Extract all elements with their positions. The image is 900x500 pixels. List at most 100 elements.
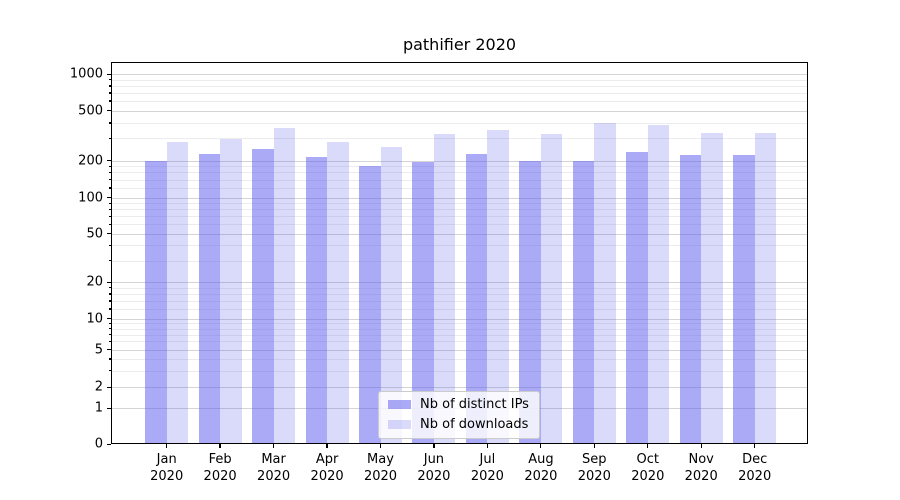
x-axis-tick	[433, 444, 435, 448]
bar-distinct-ips	[359, 166, 381, 444]
x-axis-tick-label: Aug 2020	[524, 452, 558, 484]
y-axis-minor-tick	[108, 79, 111, 81]
gridline-minor	[111, 179, 808, 181]
gridline-minor	[111, 92, 808, 94]
y-axis-tick	[107, 281, 111, 283]
y-axis-minor-tick	[108, 370, 111, 372]
y-axis-tick	[107, 73, 111, 75]
bar-downloads	[220, 139, 242, 444]
x-axis-tick-label: Sep 2020	[577, 452, 611, 484]
gridline-minor	[111, 334, 808, 336]
x-axis-tick-label: Jul 2020	[470, 452, 504, 484]
y-axis-minor-tick	[108, 223, 111, 225]
bar-downloads	[166, 142, 189, 444]
y-axis-tick-label: 200	[78, 153, 103, 168]
y-axis-minor-tick	[108, 100, 111, 102]
gridline-minor	[111, 166, 808, 168]
x-axis-tick-label: Nov 2020	[684, 452, 718, 484]
y-axis-tick-label: 50	[86, 226, 103, 241]
legend-item-downloads: Nb of downloads	[388, 417, 529, 432]
bar-distinct-ips	[305, 156, 328, 444]
y-axis-tick-label: 100	[78, 190, 103, 205]
gridline-major	[111, 74, 808, 75]
x-axis-tick	[326, 444, 328, 448]
y-axis-minor-tick	[108, 244, 111, 247]
y-axis-tick	[107, 160, 111, 162]
gridline-minor	[111, 100, 808, 102]
bar-distinct-ips	[733, 155, 755, 444]
y-axis-minor-tick	[108, 334, 111, 336]
gridline-minor	[111, 358, 808, 360]
gridline-minor	[111, 323, 808, 325]
bar-distinct-ips	[145, 160, 167, 444]
gridline-minor	[111, 287, 808, 289]
gridline-minor	[111, 138, 808, 140]
gridline-minor	[111, 260, 808, 262]
gridline-minor	[111, 203, 808, 204]
bar-downloads	[647, 124, 670, 444]
y-axis-tick	[107, 386, 111, 389]
bar-distinct-ips	[679, 155, 702, 444]
gridline-major	[111, 387, 808, 389]
bar-downloads	[327, 142, 349, 444]
y-axis-minor-tick	[108, 122, 111, 124]
y-axis-minor-tick	[108, 322, 111, 325]
y-axis-minor-tick	[108, 208, 111, 210]
bar-downloads	[433, 134, 456, 444]
x-axis-tick	[647, 444, 649, 448]
gridline-minor	[111, 308, 808, 310]
bar-distinct-ips	[198, 154, 221, 444]
y-axis-minor-tick	[108, 215, 111, 217]
x-axis-tick-label: Jan 2020	[150, 452, 184, 484]
y-axis-minor-tick	[108, 85, 111, 87]
y-axis-tick-label: 5	[94, 342, 103, 357]
plot-area	[111, 62, 808, 444]
x-axis-tick	[219, 444, 221, 448]
bar-downloads	[487, 130, 509, 444]
x-axis-tick	[700, 444, 702, 448]
y-axis-tick-label: 0	[94, 436, 103, 452]
bar-downloads	[594, 123, 616, 444]
gridline-minor	[111, 341, 808, 343]
y-axis-minor-tick	[108, 308, 111, 310]
legend-swatch-distinct-ips	[388, 400, 411, 409]
bar-distinct-ips	[412, 161, 434, 444]
x-axis-tick-label: Feb 2020	[203, 452, 237, 484]
y-axis-tick-label: 20	[86, 274, 103, 290]
x-axis-tick-label: Jun 2020	[417, 452, 451, 484]
y-axis-minor-tick	[108, 300, 111, 302]
legend: Nb of distinct IPs Nb of downloads	[378, 391, 540, 439]
y-axis-minor-tick	[108, 328, 111, 330]
y-axis-minor-tick	[108, 137, 111, 140]
gridline-minor	[111, 172, 808, 174]
y-axis-tick	[107, 443, 111, 445]
gridline-major	[111, 282, 808, 283]
x-axis-tick	[166, 444, 168, 448]
y-axis-tick-label: 10	[86, 311, 103, 326]
y-axis-minor-tick	[108, 260, 111, 262]
gridline-minor	[111, 245, 808, 247]
gridline-minor	[111, 187, 808, 189]
gridline-major	[111, 318, 808, 320]
y-axis-minor-tick	[108, 187, 111, 189]
x-axis-tick	[379, 444, 382, 448]
x-axis-tick-label: Apr 2020	[310, 452, 344, 484]
gridline-minor	[111, 85, 808, 87]
y-axis-minor-tick	[108, 293, 111, 295]
bar-downloads	[701, 133, 723, 444]
y-axis-tick-label: 500	[78, 103, 103, 118]
gridline-minor	[111, 370, 808, 372]
x-axis-tick	[593, 444, 595, 448]
gridline-minor	[111, 79, 808, 81]
y-axis-minor-tick	[108, 92, 111, 94]
gridline-minor	[111, 216, 808, 217]
legend-label-distinct-ips: Nb of distinct IPs	[420, 397, 529, 412]
gridline-major	[111, 233, 808, 235]
gridline-minor	[111, 328, 808, 330]
y-axis-tick	[107, 407, 111, 410]
y-axis-minor-tick	[108, 287, 111, 289]
gridline-major	[111, 110, 808, 112]
legend-label-downloads: Nb of downloads	[420, 417, 529, 432]
bar-downloads	[273, 128, 296, 444]
gridline-major	[111, 349, 808, 351]
